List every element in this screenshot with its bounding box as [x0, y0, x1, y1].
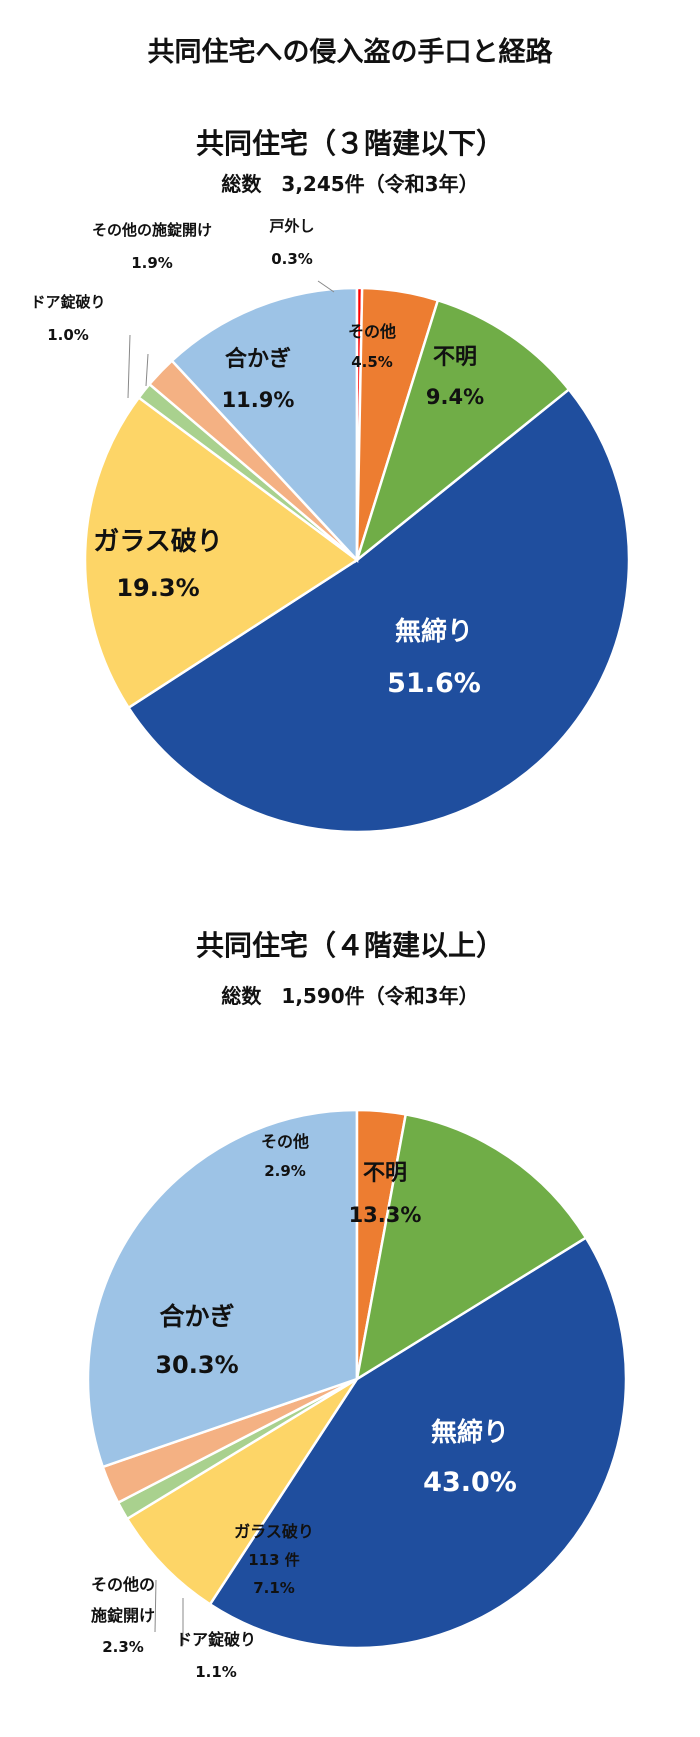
- chart2-slice-0: [208, 1236, 628, 1650]
- chart2-slice-label-line2: 施錠開け: [91, 1606, 155, 1625]
- chart1-slice-label: 不明: [433, 345, 477, 370]
- chart1-slice-value: 51.6%: [387, 668, 481, 699]
- chart1-slice-value: 1.9%: [131, 254, 173, 272]
- chart2-slice-6: [355, 1112, 588, 1382]
- chart2-slice-value: 2.3%: [102, 1638, 144, 1656]
- chart2-slice-value: 2.9%: [264, 1162, 306, 1180]
- chart2-slice-1: [125, 1377, 359, 1607]
- chart1-slice-value: 1.0%: [47, 326, 89, 344]
- page-title: 共同住宅への侵入盗の手口と経路: [147, 37, 553, 68]
- chart2-slice-4: [86, 1108, 359, 1469]
- chart1-slice-label: 戸外し: [269, 217, 314, 235]
- chart1-slice-0: [126, 387, 631, 834]
- chart2-slice-count: 113 件: [248, 1551, 300, 1569]
- chart2-slice-label-line1: その他の: [91, 1575, 155, 1594]
- chart2-slice-label: 不明: [363, 1161, 407, 1186]
- chart2-slice-value: 7.1%: [253, 1579, 295, 1597]
- chart2-slice-label: ドア錠破り: [176, 1630, 256, 1649]
- chart1-slice-4: [170, 286, 359, 564]
- chart1-title: 共同住宅（３階建以下）: [195, 127, 504, 160]
- chart1-slice-label: 無締り: [395, 616, 473, 647]
- chart2-slice-value: 13.3%: [349, 1203, 422, 1227]
- chart1-slice-label: ガラス破り: [93, 527, 222, 557]
- chart1-slice-value: 9.4%: [426, 385, 484, 409]
- chart1-slice-label: ドア錠破り: [30, 293, 105, 311]
- chart1-leader-line: [317, 280, 335, 293]
- chart2-slice-label: その他: [261, 1132, 309, 1151]
- chart1-slice-label: その他: [348, 322, 396, 341]
- chart2-slice-label: 無締り: [431, 1417, 509, 1448]
- chart2-leader-line: [154, 1579, 157, 1633]
- chart1-leader-line: [145, 353, 149, 387]
- chart1-slice-value: 4.5%: [351, 353, 393, 371]
- chart2-slice-value: 43.0%: [423, 1467, 517, 1498]
- chart1-slice-1: [83, 395, 360, 710]
- chart1-slice-value: 19.3%: [116, 574, 199, 602]
- chart1-leader-line: [127, 334, 131, 399]
- chart2-slice-label: ガラス破り: [234, 1522, 314, 1541]
- chart1-slice-7: [354, 298, 571, 564]
- chart2-title: 共同住宅（４階建以上）: [195, 929, 504, 962]
- chart1-slice-label: その他の施錠開け: [92, 221, 212, 239]
- chart1-slice-label: 合かぎ: [225, 346, 291, 372]
- chart1-subtitle: 総数 3,245件（令和3年）: [221, 172, 479, 196]
- chart1-slice-value: 0.3%: [271, 250, 313, 268]
- chart2-slice-label: 合かぎ: [159, 1302, 234, 1331]
- chart1-slice-value: 11.9%: [222, 388, 295, 412]
- chart2-slice-value: 30.3%: [155, 1351, 238, 1379]
- chart2-slice-value: 1.1%: [195, 1663, 237, 1681]
- chart2-subtitle: 総数 1,590件（令和3年）: [221, 984, 479, 1008]
